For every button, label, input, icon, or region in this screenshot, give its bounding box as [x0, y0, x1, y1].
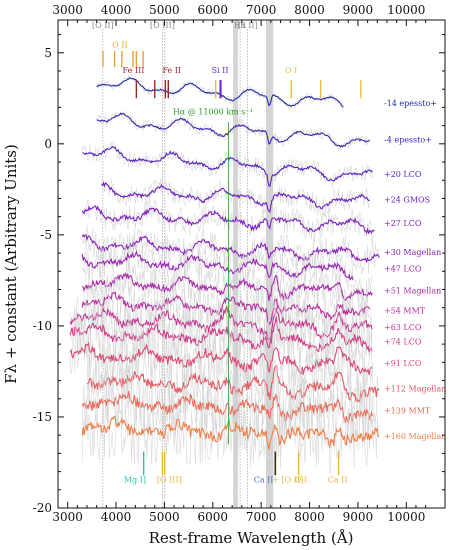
line-id-label: Si II — [212, 66, 229, 75]
x-tick-label: 8000 — [294, 510, 325, 524]
spectrum-line — [81, 290, 370, 326]
y-tick-label: -5 — [40, 228, 52, 242]
spectrum-line — [81, 250, 354, 281]
epoch-label: +139 MMT — [384, 407, 431, 416]
y-tick-label: 0 — [44, 137, 52, 151]
spectrum-noise — [81, 259, 373, 315]
line-id-label: Ca II — [254, 476, 274, 485]
epoch-label: +20 LCO — [384, 170, 422, 179]
spectrum-noise — [69, 321, 373, 399]
spectra-series: -14 epessto+ -4 epessto+ +20 LCO +24 GMOS +2… — [69, 74, 446, 474]
line-id-label: + [O II] — [272, 476, 303, 485]
x-tick-label: 4000 — [101, 510, 132, 524]
epoch-label: -14 epessto+ — [384, 99, 437, 108]
epoch-label: -4 epessto+ — [384, 135, 432, 144]
annotation-label: Hα @ 11000 km s⁻¹ — [173, 108, 253, 117]
x-top-tick-label: 3000 — [52, 3, 83, 17]
epoch-label: +47 LCO — [384, 265, 422, 274]
epoch-label: +112 Magellan — [384, 385, 446, 394]
epoch-label: +54 MMT — [384, 306, 426, 315]
line-id-label: Fe III — [123, 66, 145, 75]
line-id-label: O I — [295, 476, 307, 485]
axes: 3000 4000 5000 6000 7000 8000 9000 10000 3000 400… — [33, 3, 445, 524]
x-top-tick-label: 4000 — [101, 3, 132, 17]
x-top-tick-label: 6000 — [198, 3, 229, 17]
x-tick-label: 5000 — [149, 510, 180, 524]
spectrum-noise — [81, 275, 370, 338]
reference-line-label: [O III] — [150, 21, 175, 30]
spectrum-noise — [96, 110, 370, 151]
line-id-label: Ca II — [328, 476, 348, 485]
epoch-label: +91 LCO — [384, 359, 422, 368]
x-tick-label: 6000 — [198, 510, 229, 524]
epoch-label: +30 Magellan — [384, 248, 441, 257]
x-tick-label: 7000 — [246, 510, 277, 524]
line-id-label: O I — [285, 66, 297, 75]
y-tick-label: -20 — [33, 501, 52, 515]
y-axis-label: Fλ + constant (Arbitrary Units) — [2, 144, 20, 384]
spectrum-line — [101, 181, 370, 214]
epoch-label: +160 Magellan — [384, 432, 446, 441]
y-tick-label: 5 — [44, 46, 52, 60]
epoch-label: +63 LCO — [384, 323, 422, 332]
line-id-label: Fe II — [162, 66, 181, 75]
telluric-band — [266, 20, 274, 508]
y-tick-label: -10 — [33, 319, 52, 333]
x-top-tick-label: 10000 — [387, 3, 425, 17]
epoch-label: +74 LCO — [384, 337, 422, 346]
spectrum-line — [82, 146, 373, 188]
reference-line-label: [S II] — [237, 21, 258, 30]
epoch-label: +24 GMOS — [384, 195, 430, 204]
x-top-tick-label: 8000 — [294, 3, 325, 17]
spectrum-line — [81, 415, 380, 450]
x-top-tick-label: 7000 — [246, 3, 277, 17]
line-id-label: O II — [112, 40, 127, 49]
x-tick-label: 10000 — [387, 510, 425, 524]
reference-line-label: Hα — [234, 21, 247, 30]
reference-line-label: [O II] — [92, 21, 114, 30]
line-id-label: Mg I] — [124, 476, 146, 485]
spectrum-line — [69, 305, 373, 342]
spectrum-noise — [81, 392, 380, 474]
y-tick-label: -15 — [33, 410, 52, 424]
x-top-tick-label: 5000 — [149, 3, 180, 17]
line-id-label: [O III] — [157, 476, 182, 485]
x-tick-label: 9000 — [343, 510, 374, 524]
epoch-label: +27 LCO — [384, 219, 422, 228]
x-axis-label: Rest-frame Wavelength (Å) — [149, 529, 354, 547]
x-tick-label: 3000 — [52, 510, 83, 524]
spectrum-line — [69, 341, 373, 376]
epoch-label: +51 Magellan — [384, 286, 441, 295]
line-identifications: O II Fe III Fe II Si II O I Hα @ 11000 km s⁻¹… — [102, 40, 362, 485]
spectrum-line — [81, 272, 373, 302]
spectrum-line — [96, 112, 370, 148]
x-top-tick-label: 9000 — [343, 3, 374, 17]
